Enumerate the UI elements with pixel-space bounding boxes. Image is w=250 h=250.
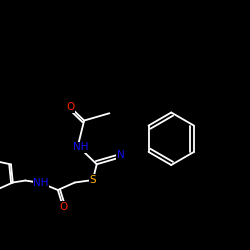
Text: S: S [90,175,96,185]
Text: N: N [117,150,124,160]
Text: O: O [66,102,74,112]
Text: NH: NH [33,178,48,188]
Text: NH: NH [73,142,88,152]
Text: O: O [59,202,67,212]
